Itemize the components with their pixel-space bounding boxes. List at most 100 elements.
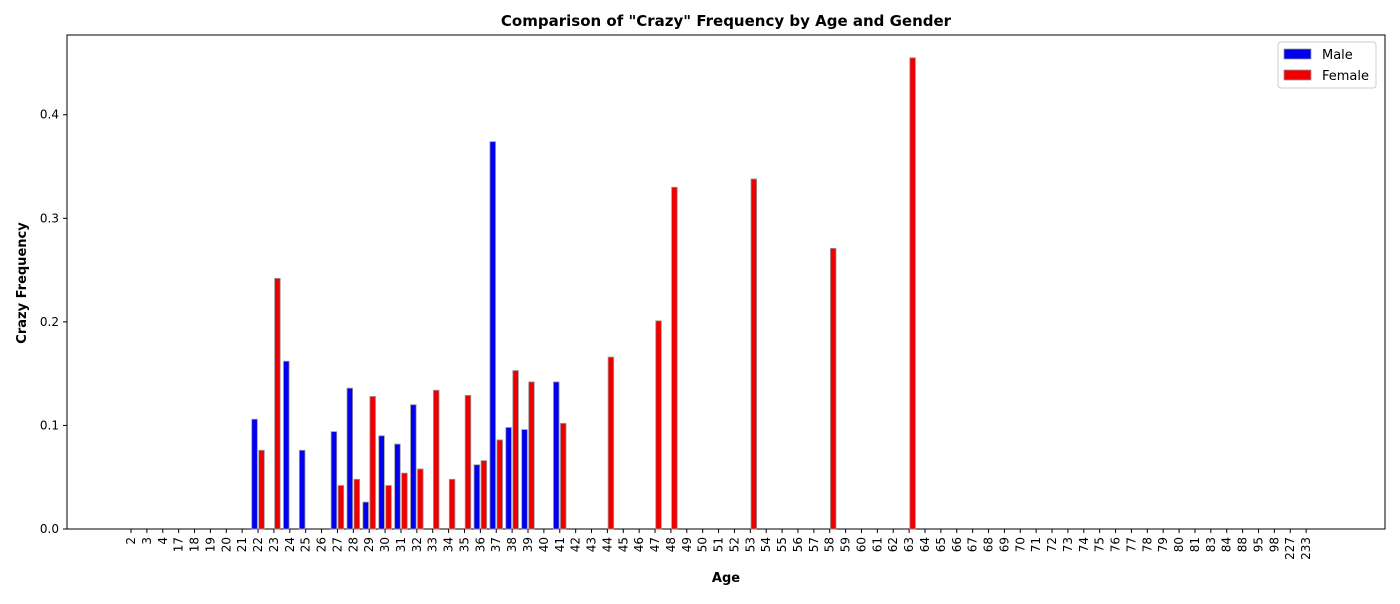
x-tick-label: 49 bbox=[680, 537, 694, 552]
x-tick-label: 95 bbox=[1251, 537, 1265, 552]
x-tick-label: 227 bbox=[1283, 537, 1297, 560]
male-bar bbox=[505, 427, 512, 530]
y-axis-label: Crazy Frequency bbox=[15, 222, 30, 344]
male-bar bbox=[553, 381, 560, 530]
female-bar bbox=[671, 186, 678, 530]
x-tick-label: 50 bbox=[696, 537, 710, 552]
x-tick-label: 44 bbox=[600, 537, 614, 552]
x-tick-label: 40 bbox=[537, 537, 551, 552]
x-tick-label: 73 bbox=[1061, 537, 1075, 552]
x-tick-label: 64 bbox=[918, 537, 932, 552]
x-tick-label: 39 bbox=[521, 537, 535, 552]
female-bar bbox=[401, 472, 408, 530]
x-tick-label: 65 bbox=[934, 537, 948, 552]
x-tick-label: 17 bbox=[172, 537, 186, 552]
x-tick-label: 63 bbox=[902, 537, 916, 552]
plot-area: 0.00.10.20.30.42 3 4 17 18 19 20 21 22 23 24 25 26 27… bbox=[40, 34, 1386, 560]
female-bar bbox=[496, 439, 503, 530]
male-bar bbox=[410, 404, 417, 530]
male-bar bbox=[298, 449, 306, 530]
x-tick-label: 84 bbox=[1220, 537, 1234, 552]
female-bar bbox=[830, 247, 837, 530]
x-tick-label: 48 bbox=[664, 537, 678, 552]
x-tick-label: 59 bbox=[839, 537, 853, 552]
x-tick-label: 26 bbox=[315, 537, 329, 552]
x-tick-label: 68 bbox=[982, 537, 996, 552]
plot-frame bbox=[66, 34, 1386, 530]
female-bar bbox=[369, 396, 376, 530]
female-bar bbox=[337, 485, 345, 530]
x-tick-label: 72 bbox=[1045, 537, 1059, 552]
male-bar bbox=[394, 443, 401, 530]
x-tick-label: 3 bbox=[140, 537, 154, 545]
x-tick-label: 54 bbox=[759, 537, 773, 552]
x-tick-label: 38 bbox=[505, 537, 519, 552]
x-tick-label: 42 bbox=[569, 537, 583, 552]
x-tick-label: 55 bbox=[775, 537, 789, 552]
x-tick-label: 34 bbox=[442, 537, 456, 552]
x-tick-label: 19 bbox=[203, 537, 217, 552]
x-tick-label: 32 bbox=[410, 537, 424, 552]
female-bar bbox=[464, 395, 472, 530]
x-tick-label: 23 bbox=[267, 537, 281, 552]
legend-label-female: Female bbox=[1322, 69, 1369, 84]
x-tick-label: 78 bbox=[1140, 537, 1154, 552]
x-tick-label: 69 bbox=[997, 537, 1011, 552]
x-tick-label: 56 bbox=[791, 537, 805, 552]
male-bar bbox=[521, 429, 528, 530]
x-tick-label: 62 bbox=[886, 537, 900, 552]
x-tick-label: 2 bbox=[124, 537, 138, 545]
x-tick-label: 57 bbox=[807, 537, 821, 552]
x-tick-label: 47 bbox=[648, 537, 662, 552]
x-tick-label: 27 bbox=[330, 537, 344, 552]
male-bar bbox=[378, 435, 385, 530]
male-bar bbox=[473, 464, 481, 530]
male-bar bbox=[330, 431, 338, 530]
x-tick-label: 37 bbox=[489, 537, 503, 552]
x-tick-label: 76 bbox=[1109, 537, 1123, 552]
female-bar bbox=[274, 277, 281, 530]
x-tick-label: 18 bbox=[188, 537, 202, 552]
x-tick-label: 30 bbox=[378, 537, 392, 552]
x-tick-label: 60 bbox=[854, 537, 868, 552]
x-axis-label: Age bbox=[712, 571, 740, 586]
x-tick-label: 77 bbox=[1124, 537, 1138, 552]
x-tick-label: 70 bbox=[1013, 537, 1027, 552]
x-tick-label: 53 bbox=[743, 537, 757, 552]
female-bar bbox=[512, 370, 519, 530]
x-tick-label: 33 bbox=[426, 537, 440, 552]
x-tick-label: 35 bbox=[457, 537, 471, 552]
legend-swatch-female bbox=[1283, 69, 1312, 81]
x-tick-label: 79 bbox=[1156, 537, 1170, 552]
x-tick-label: 29 bbox=[362, 537, 376, 552]
female-bar bbox=[258, 449, 265, 530]
female-bar bbox=[480, 460, 488, 530]
x-tick-label: 41 bbox=[553, 537, 567, 552]
x-tick-label: 61 bbox=[870, 537, 884, 552]
chart-title: Comparison of "Crazy" Frequency by Age a… bbox=[501, 12, 952, 30]
x-tick-label: 24 bbox=[283, 537, 297, 552]
y-tick-label: 0.3 bbox=[40, 211, 59, 225]
female-bar bbox=[385, 485, 392, 530]
x-tick-label: 75 bbox=[1093, 537, 1107, 552]
male-bar bbox=[489, 141, 496, 530]
x-tick-label: 28 bbox=[346, 537, 360, 552]
male-bar bbox=[251, 418, 258, 530]
male-bar bbox=[346, 387, 354, 530]
x-tick-label: 98 bbox=[1267, 537, 1281, 552]
x-tick-label: 51 bbox=[712, 537, 726, 552]
female-bar bbox=[607, 356, 615, 530]
legend-swatch-male bbox=[1283, 48, 1312, 60]
male-bar bbox=[362, 501, 369, 530]
x-tick-label: 83 bbox=[1204, 537, 1218, 552]
y-tick-label: 0.2 bbox=[40, 315, 59, 329]
female-bar bbox=[448, 478, 456, 530]
x-tick-label: 36 bbox=[473, 537, 487, 552]
x-tick-label: 43 bbox=[585, 537, 599, 552]
x-tick-label: 20 bbox=[219, 537, 233, 552]
x-tick-label: 46 bbox=[632, 537, 646, 552]
female-bar bbox=[560, 422, 567, 530]
x-tick-label: 21 bbox=[235, 537, 249, 552]
